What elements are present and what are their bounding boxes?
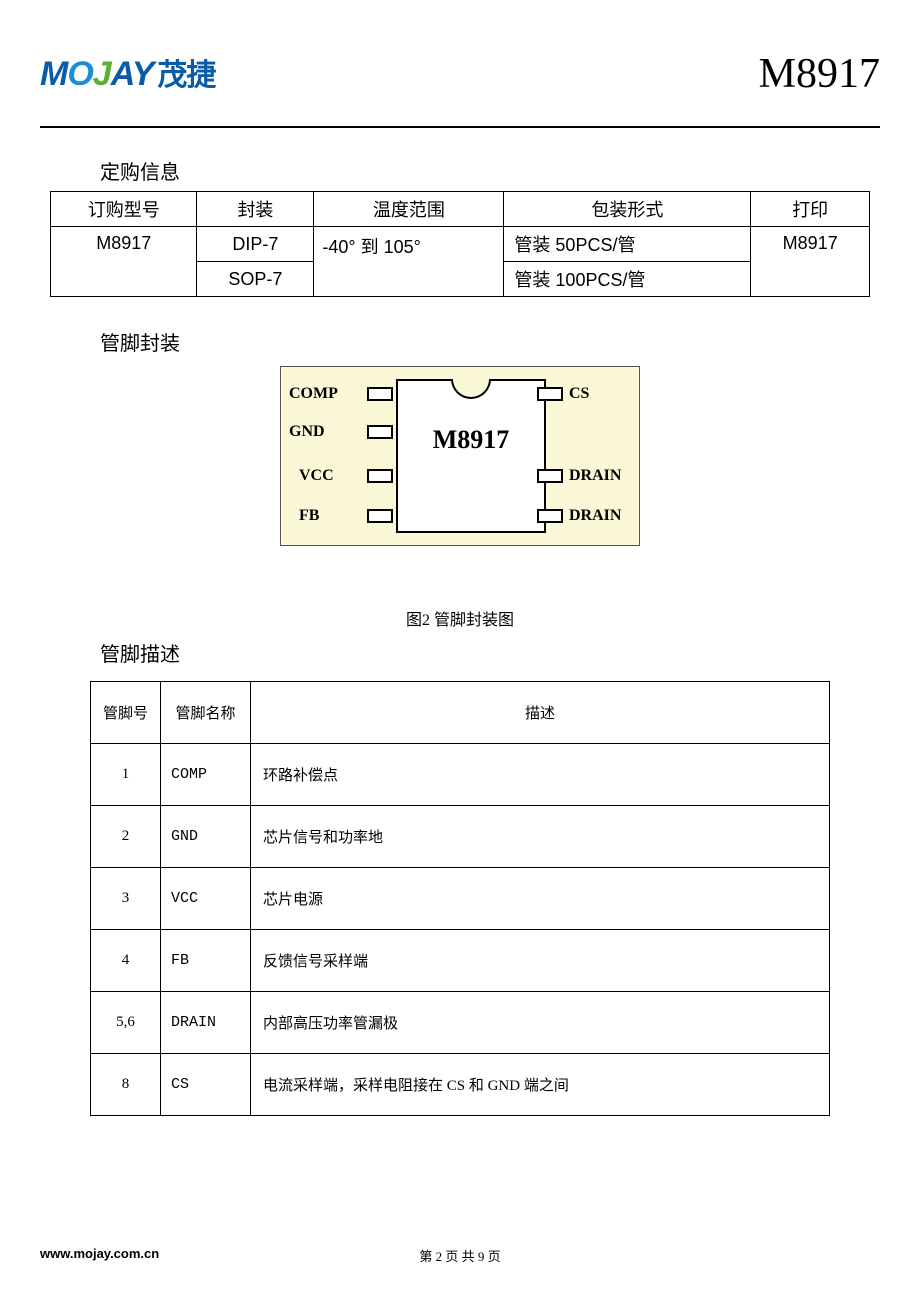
pin-left: COMP (289, 385, 393, 403)
pin-lead-icon (537, 509, 563, 523)
table-row: 8CS电流采样端，采样电阻接在 CS 和 GND 端之间 (91, 1054, 830, 1116)
cell-name: VCC (161, 868, 251, 930)
pin-lead-icon (367, 509, 393, 523)
cell-model: M8917 (51, 227, 197, 297)
cell-num: 4 (91, 930, 161, 992)
cell-desc: 反馈信号采样端 (251, 930, 830, 992)
cell-temp: -40° 到 105° (314, 227, 504, 297)
pin-desc-title: 管脚描述 (100, 638, 880, 667)
th-pkg: 封装 (197, 192, 314, 227)
pin-label: DRAIN (569, 507, 631, 525)
cell-desc: 电流采样端，采样电阻接在 CS 和 GND 端之间 (251, 1054, 830, 1116)
cell-num: 1 (91, 744, 161, 806)
table-row: 订购型号 封装 温度范围 包装形式 打印 (51, 192, 870, 227)
ordering-title: 定购信息 (100, 156, 880, 185)
table-row: M8917 DIP-7 -40° 到 105° 管装 50PCS/管 M8917 (51, 227, 870, 262)
logo-letter: O (67, 55, 92, 93)
pin-lead-icon (367, 469, 393, 483)
th-temp: 温度范围 (314, 192, 504, 227)
cell-desc: 芯片电源 (251, 868, 830, 930)
cell-num: 8 (91, 1054, 161, 1116)
page-header: MOJAY茂捷 M8917 (40, 50, 880, 98)
th-print: 打印 (751, 192, 870, 227)
pin-label: DRAIN (569, 467, 631, 485)
cell-num: 3 (91, 868, 161, 930)
pin-right: DRAIN (537, 507, 631, 525)
pin-lead-icon (367, 425, 393, 439)
cell-name: FB (161, 930, 251, 992)
pin-desc-table: 管脚号 管脚名称 描述 1COMP环路补偿点 2GND芯片信号和功率地 3VCC… (90, 681, 830, 1116)
page-footer: www.mojay.com.cn 第 2 页 共 9 页 (40, 1246, 880, 1261)
cell-num: 2 (91, 806, 161, 868)
pin-diagram: M8917 COMP GND VCC FB CS DRAIN DRAIN (280, 366, 640, 546)
header-rule (40, 126, 880, 128)
table-row: 管脚号 管脚名称 描述 (91, 682, 830, 744)
logo: MOJAY茂捷 (40, 50, 215, 94)
pin-left: VCC (299, 467, 393, 485)
table-row: 4FB反馈信号采样端 (91, 930, 830, 992)
pin-diagram-wrap: M8917 COMP GND VCC FB CS DRAIN DRAIN (280, 366, 640, 546)
cell-name: COMP (161, 744, 251, 806)
pin-right: DRAIN (537, 467, 631, 485)
table-row: 5,6DRAIN内部高压功率管漏极 (91, 992, 830, 1054)
footer-spacer (876, 1246, 880, 1261)
cell-name: DRAIN (161, 992, 251, 1054)
footer-url: www.mojay.com.cn (40, 1246, 159, 1261)
cell-desc: 环路补偿点 (251, 744, 830, 806)
th-desc: 描述 (251, 682, 830, 744)
cell-num: 5,6 (91, 992, 161, 1054)
th-name: 管脚名称 (161, 682, 251, 744)
th-num: 管脚号 (91, 682, 161, 744)
table-row: 3VCC芯片电源 (91, 868, 830, 930)
pin-lead-icon (537, 387, 563, 401)
cell-print: M8917 (751, 227, 870, 297)
table-row: 1COMP环路补偿点 (91, 744, 830, 806)
logo-letter: J (93, 55, 111, 93)
cell-pack: 管装 50PCS/管 (504, 227, 751, 262)
pin-label: FB (299, 507, 361, 525)
figure-caption: 图2 管脚封装图 (40, 606, 880, 630)
cell-desc: 芯片信号和功率地 (251, 806, 830, 868)
pin-lead-icon (537, 469, 563, 483)
part-number: M8917 (759, 50, 880, 98)
pin-label: COMP (289, 385, 361, 403)
logo-letter: A (111, 55, 132, 93)
ordering-table: 订购型号 封装 温度范围 包装形式 打印 M8917 DIP-7 -40° 到 … (50, 191, 870, 297)
th-model: 订购型号 (51, 192, 197, 227)
footer-page: 第 2 页 共 9 页 (419, 1246, 500, 1265)
cell-name: CS (161, 1054, 251, 1116)
cell-pkg: DIP-7 (197, 227, 314, 262)
cell-name: GND (161, 806, 251, 868)
logo-cn: 茂捷 (157, 59, 215, 92)
table-row: 2GND芯片信号和功率地 (91, 806, 830, 868)
pin-right: CS (537, 385, 631, 403)
chip-notch-icon (451, 379, 491, 399)
pin-label: VCC (299, 467, 361, 485)
cell-pkg: SOP-7 (197, 262, 314, 297)
logo-letter: M (40, 55, 67, 93)
pin-label: CS (569, 385, 631, 403)
pin-left: FB (299, 507, 393, 525)
chip-body: M8917 (396, 379, 546, 533)
cell-desc: 内部高压功率管漏极 (251, 992, 830, 1054)
chip-label: M8917 (398, 425, 544, 455)
pin-left: GND (289, 423, 393, 441)
pin-package-title: 管脚封装 (100, 327, 880, 356)
logo-letter: Y (132, 55, 154, 93)
cell-pack: 管装 100PCS/管 (504, 262, 751, 297)
th-pack: 包装形式 (504, 192, 751, 227)
pin-label: GND (289, 423, 361, 441)
pin-lead-icon (367, 387, 393, 401)
